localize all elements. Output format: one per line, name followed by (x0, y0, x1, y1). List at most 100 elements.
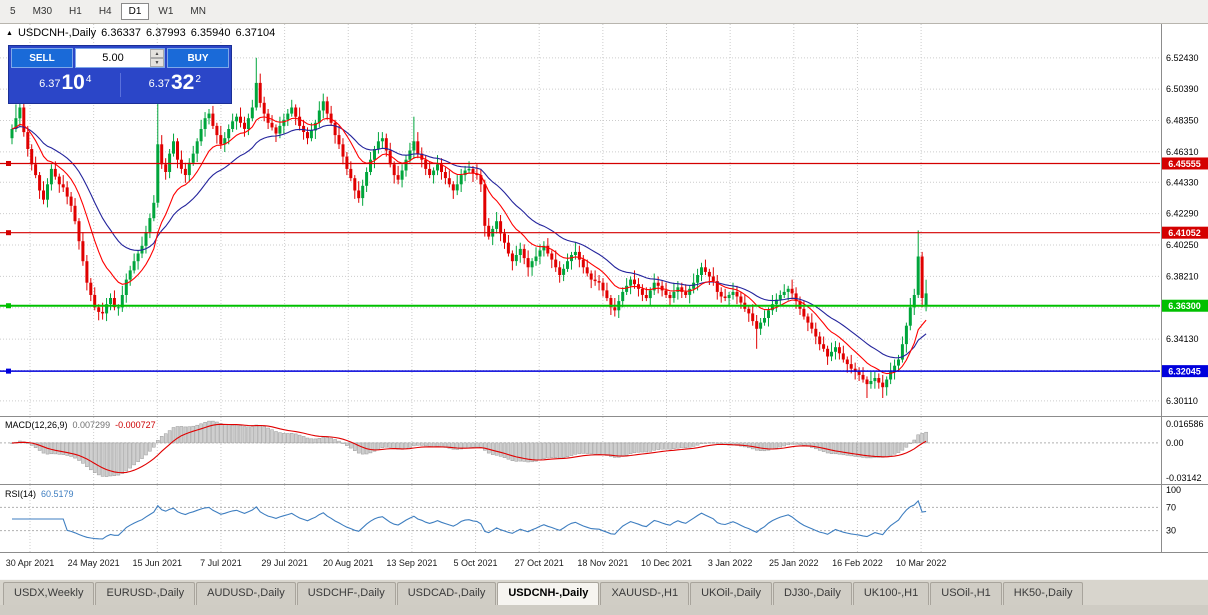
rsi-scale-label: 100 (1166, 485, 1181, 495)
price-badge-label: 6.36300 (1168, 301, 1201, 311)
sell-price-sup: 4 (85, 73, 92, 85)
price-tick-label: 6.46310 (1166, 147, 1199, 157)
time-axis-label: 10 Dec 2021 (640, 558, 693, 568)
horizontal-lines-layer[interactable]: 6.45555 6.41052 6.36300 6.32045 (0, 157, 1208, 378)
chart-window: 6.52430 6.50390 6.48350 6.46310 6.44330 6.422… (0, 24, 1208, 579)
rsi-scale-label: 30 (1166, 526, 1176, 536)
price-tick-label: 6.30110 (1166, 396, 1198, 406)
chart-tab-DJ30-,Daily[interactable]: DJ30-,Daily (772, 582, 852, 605)
chart-tab-USDCHF-,Daily[interactable]: USDCHF-,Daily (296, 582, 396, 605)
time-axis-label: 7 Jul 2021 (200, 558, 242, 568)
line-anchor-marker[interactable] (6, 303, 11, 309)
price-chart-canvas[interactable]: 6.52430 6.50390 6.48350 6.46310 6.44330 6.422… (0, 24, 1208, 416)
price-badge-label: 6.41052 (1168, 228, 1201, 238)
rsi-name: RSI(14) (5, 489, 37, 499)
buy-price-prefix: 6.37 (148, 77, 170, 90)
price-tick-label: 6.38210 (1166, 271, 1199, 281)
ma-slow-line (11, 124, 927, 359)
ohlc-close: 6.37104 (235, 27, 276, 39)
timeframe-button-W1[interactable]: W1 (150, 3, 181, 20)
time-axis-label: 15 Jun 2021 (132, 558, 183, 568)
price-badge (1161, 365, 1208, 378)
volume-up-button[interactable]: ▲ (150, 49, 164, 58)
price-tick-label: 6.50390 (1166, 84, 1199, 94)
grid-layer (0, 24, 1160, 416)
macd-name: MACD(12,26,9) (5, 420, 68, 430)
volume-stepper: ▲ ▼ (75, 48, 165, 68)
time-axis-label: 25 Jan 2022 (769, 558, 819, 568)
price-badge (1161, 226, 1208, 239)
chart-tab-XAUUSD-,H1[interactable]: XAUUSD-,H1 (600, 582, 690, 605)
buy-price-big: 32 (171, 70, 195, 94)
ohlc-open: 6.36337 (101, 27, 141, 39)
chart-tab-USDX,Weekly[interactable]: USDX,Weekly (3, 582, 95, 605)
timeframe-button-M30[interactable]: M30 (25, 3, 60, 20)
time-axis-label: 13 Sep 2021 (386, 558, 438, 568)
line-anchor-marker[interactable] (6, 368, 11, 374)
timeframe-button-5[interactable]: 5 (2, 3, 24, 20)
collapse-triangle-icon[interactable]: ▲ (6, 29, 13, 37)
chart-tab-UK100-,H1[interactable]: UK100-,H1 (852, 582, 930, 605)
rsi-indicator-label: RSI(14) 60.5179 (5, 489, 74, 499)
rsi-value: 60.5179 (41, 489, 74, 499)
price-badge-label: 6.32045 (1168, 367, 1201, 377)
chart-title: ▲ USDCNH-,Daily 6.36337 6.37993 6.35940 … (6, 27, 275, 39)
chart-tab-USDCNH-,Daily[interactable]: USDCNH-,Daily (497, 582, 600, 605)
ma-fast-line (11, 116, 927, 375)
macd-signal-value: -0.000727 (115, 420, 156, 430)
sell-price-big: 10 (61, 70, 85, 94)
candles-layer (10, 57, 928, 398)
rsi-line (12, 499, 927, 540)
macd-main-value: 0.007299 (72, 420, 111, 430)
chart-tab-USDCAD-,Daily[interactable]: USDCAD-,Daily (396, 582, 497, 605)
chart-tab-AUDUSD-,Daily[interactable]: AUDUSD-,Daily (196, 582, 296, 605)
buy-button[interactable]: BUY (167, 48, 229, 68)
time-axis-label: 29 Jul 2021 (261, 558, 308, 568)
buy-price-sup: 2 (195, 73, 201, 85)
time-axis-label: 20 Aug 2021 (322, 558, 374, 568)
price-tick-label: 6.48350 (1166, 116, 1199, 126)
macd-indicator-label: MACD(12,26,9) 0.007299 -0.000727 (5, 420, 156, 430)
timeframe-button-D1[interactable]: D1 (120, 3, 150, 20)
time-axis[interactable]: 30 Apr 2021 24 May 2021 15 Jun 2021 7 Jul 2… (0, 552, 1208, 577)
price-badge (1161, 299, 1208, 312)
time-axis-label: 27 Oct 2021 (514, 558, 564, 568)
sell-button[interactable]: SELL (11, 48, 73, 68)
macd-histogram (10, 420, 928, 477)
chart-tab-HK50-,Daily[interactable]: HK50-,Daily (1002, 582, 1084, 605)
price-tick-label: 6.34130 (1166, 334, 1199, 344)
macd-scale-label: 0.00 (1166, 438, 1184, 448)
line-anchor-marker[interactable] (6, 230, 11, 236)
price-badge (1161, 157, 1208, 170)
sell-price[interactable]: 6.37 10 4 (11, 70, 120, 96)
timeframe-button-H1[interactable]: H1 (61, 3, 90, 20)
timeframe-button-MN[interactable]: MN (182, 3, 214, 20)
time-axis-label: 30 Apr 2021 (5, 558, 55, 568)
rsi-scale-label: 70 (1166, 502, 1176, 512)
price-tick-label: 6.44330 (1166, 177, 1199, 187)
price-divider (119, 72, 121, 97)
timeframe-toolbar: 5 M30 H1 H4 D1 W1 MN (0, 0, 1208, 24)
time-axis-label: 3 Jan 2022 (707, 558, 753, 568)
volume-input[interactable] (76, 49, 150, 67)
time-axis-label: 16 Feb 2022 (832, 558, 883, 568)
price-tick-label: 6.40250 (1166, 240, 1199, 250)
chart-tab-UKOil-,Daily[interactable]: UKOil-,Daily (690, 582, 772, 605)
macd-scale-label: 0.016586 (1166, 419, 1204, 429)
time-axis-label: 18 Nov 2021 (577, 558, 629, 568)
macd-signal-line (11, 423, 927, 474)
macd-pane-canvas[interactable]: 0.016586 0.00 -0.03142 (0, 416, 1208, 484)
chart-tab-EURUSD-,Daily[interactable]: EURUSD-,Daily (95, 582, 196, 605)
line-anchor-marker[interactable] (6, 160, 11, 166)
price-tick-label: 6.52430 (1166, 53, 1199, 63)
price-badge-label: 6.45555 (1168, 159, 1201, 169)
timeframe-button-H4[interactable]: H4 (91, 3, 120, 20)
ohlc-high: 6.37993 (145, 27, 186, 39)
time-axis-label: 5 Oct 2021 (453, 558, 498, 568)
chart-symbol-period: USDCNH-,Daily (17, 27, 97, 39)
rsi-pane-canvas[interactable]: 100 70 30 (0, 484, 1208, 552)
buy-price[interactable]: 6.37 32 2 (121, 70, 230, 96)
volume-down-button[interactable]: ▼ (150, 58, 164, 67)
chart-tab-USOil-,H1[interactable]: USOil-,H1 (930, 582, 1002, 605)
